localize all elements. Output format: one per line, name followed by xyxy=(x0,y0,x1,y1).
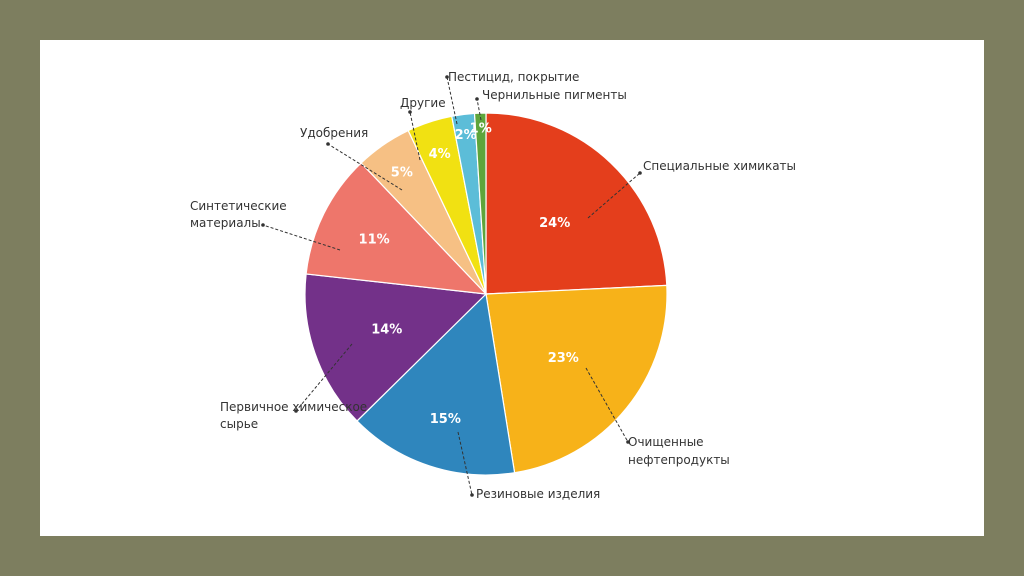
leader-arrowhead xyxy=(626,440,630,444)
leader-arrowhead xyxy=(475,97,479,101)
leader-line xyxy=(446,76,458,125)
slice-percent-label: 24% xyxy=(539,216,570,231)
leader-line xyxy=(587,172,641,219)
leader-line xyxy=(409,111,421,161)
leader-line xyxy=(457,431,473,496)
slice-percent-label: 23% xyxy=(548,351,579,366)
leader-arrowhead xyxy=(326,142,330,146)
leader-line xyxy=(262,224,341,251)
pie-slice-специальные-химикаты xyxy=(485,112,668,295)
leader-arrowhead xyxy=(470,493,474,497)
slice-percent-label: 4% xyxy=(429,147,451,162)
slice-percent-label: 1% xyxy=(470,122,492,137)
pie-slice-синтетические-материалы xyxy=(305,162,488,295)
pie-slice-очищенные-нефтепродукты xyxy=(485,284,668,474)
pie-chart: 24% 23% 15% 14% 11% 5% 4% 2%1% Специальные хими… xyxy=(190,70,796,501)
slice-category-label: Чернильные пигменты xyxy=(482,88,627,102)
slice-category-label: Специальные химикаты xyxy=(643,159,796,173)
leader-arrowhead xyxy=(408,110,412,114)
slice-category-label: Резиновые изделия xyxy=(476,487,600,501)
slice-category-label: Первичное химическое сырье xyxy=(220,400,367,431)
leader-arrowhead xyxy=(445,75,449,79)
leader-line xyxy=(327,143,403,191)
slide: 24% 23% 15% 14% 11% 5% 4% 2% 1% Специальные хими… xyxy=(40,40,984,536)
slice-percent-label: 2% xyxy=(455,128,477,143)
slice-category-label: Пестицид, покрытие xyxy=(448,70,579,84)
leader-line xyxy=(476,98,482,121)
slice-category-label: Синтетические материалы xyxy=(190,199,287,230)
slice-percent-label: 11% xyxy=(359,233,390,248)
leader-arrowhead xyxy=(261,223,265,227)
leader-line xyxy=(585,367,629,443)
leader-arrowhead xyxy=(294,409,298,413)
pie-slice-резиновые-изделия xyxy=(356,292,516,476)
leader-line xyxy=(295,343,353,412)
slice-percent-label: 5% xyxy=(391,166,413,181)
slice-category-label: Другие xyxy=(400,96,446,110)
slice-percent-label: 14% xyxy=(371,322,402,337)
slice-percent-label: 15% xyxy=(430,412,461,427)
slice-category-label: Удобрения xyxy=(300,126,368,140)
slice-category-label: Очищенные нефтепродукты xyxy=(628,435,730,467)
pie-slice-первичное-химическое-сырье xyxy=(304,273,488,422)
pie-slice-чернильные-пигменты xyxy=(473,112,487,295)
leader-arrowhead xyxy=(638,171,642,175)
